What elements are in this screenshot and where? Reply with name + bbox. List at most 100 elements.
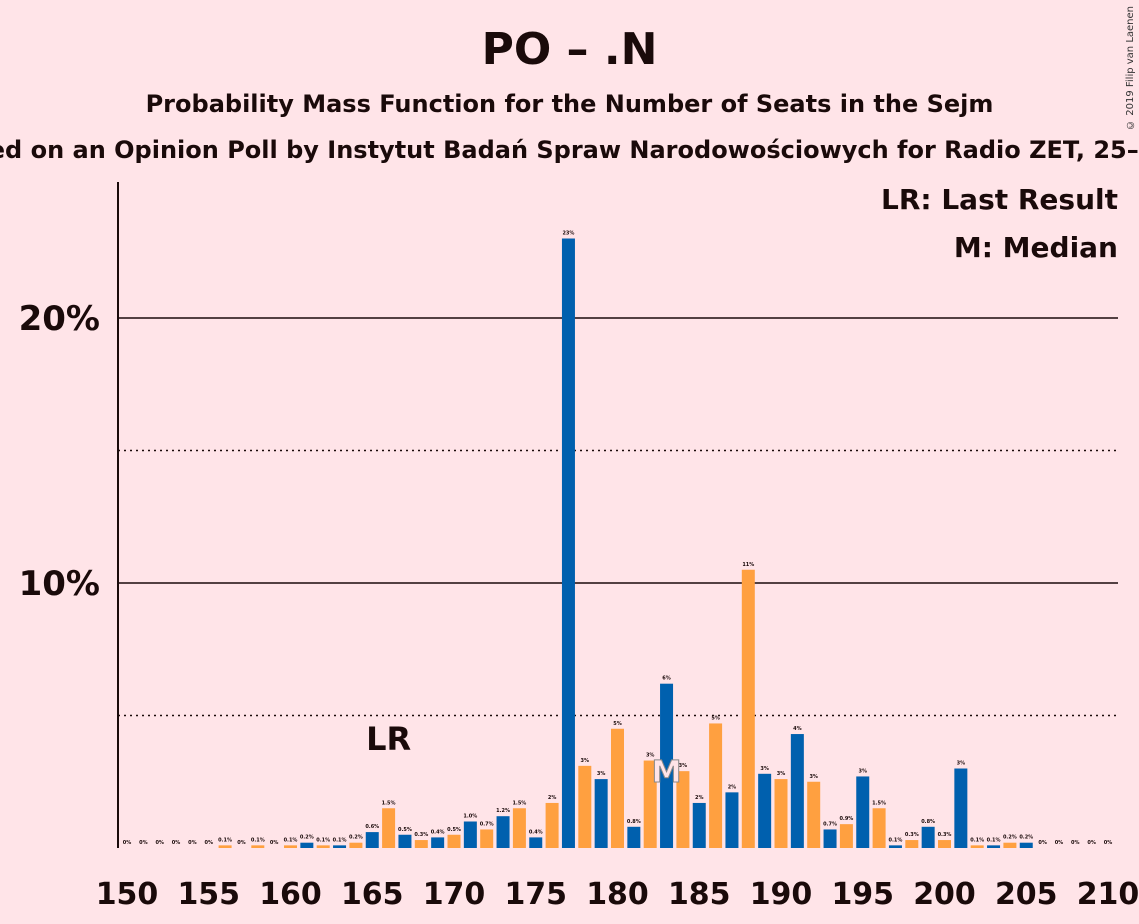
bar-seat-197 — [888, 845, 902, 848]
bar-seat-168 — [414, 840, 428, 848]
bar-seat-160 — [284, 845, 297, 848]
bar-value-label: 1.2% — [496, 808, 510, 814]
bar-value-label: 0.7% — [823, 821, 837, 827]
chart-source-line: Based on an Opinion Poll by Instytut Bad… — [0, 136, 1139, 164]
bar-seat-202 — [970, 845, 984, 848]
bar-value-label: 0.1% — [970, 837, 984, 843]
bar-value-label: 0.4% — [431, 829, 445, 835]
bar-value-label: 0.5% — [447, 827, 461, 833]
gridlines — [118, 317, 1118, 717]
bar-value-label: 2% — [695, 795, 704, 801]
bar-value-label: 6% — [662, 676, 671, 682]
bar-value-label: 0% — [1055, 840, 1064, 846]
bar-value-label: 3% — [859, 768, 868, 774]
bar-value-label: 0.1% — [218, 837, 232, 843]
x-tick-label: 210 — [1077, 877, 1139, 912]
bar-seat-204 — [1003, 842, 1017, 848]
bar-seat-193 — [823, 829, 837, 848]
bar-value-label: 0% — [172, 840, 181, 846]
bar-value-label: 0% — [1071, 840, 1080, 846]
bar-value-label: 0.2% — [349, 835, 363, 841]
bar-value-label: 0.2% — [300, 835, 314, 841]
chart-subtitle: Probability Mass Function for the Number… — [145, 90, 994, 118]
bar-seat-195 — [856, 776, 870, 848]
bar-seat-174 — [512, 808, 526, 848]
bar-seat-200 — [938, 840, 951, 848]
x-tick-label: 170 — [423, 877, 486, 912]
legend-median: M: Median — [954, 231, 1118, 264]
bar-value-label: 0.3% — [938, 832, 952, 838]
bar-value-label: 3% — [581, 758, 590, 764]
x-tick-label: 155 — [177, 877, 240, 912]
bar-seat-184 — [676, 771, 690, 848]
y-axis-ticks: 20% 10% — [19, 299, 100, 604]
bar-value-label: 0.1% — [316, 837, 330, 843]
x-tick-label: 165 — [341, 877, 404, 912]
bar-value-label: 3% — [809, 774, 818, 780]
x-tick-label: 150 — [96, 877, 159, 912]
x-tick-label: 180 — [586, 877, 649, 912]
bar-value-label: 0.1% — [889, 837, 903, 843]
bar-seat-172 — [480, 829, 494, 848]
bar-seat-175 — [529, 837, 543, 848]
bar-seat-181 — [627, 826, 641, 848]
bar-seat-176 — [545, 802, 559, 848]
bar-seat-196 — [872, 808, 886, 848]
bar-value-label: 0.3% — [905, 832, 919, 838]
bar-value-label: 0% — [205, 840, 214, 846]
bar-value-label: 0.8% — [921, 819, 935, 825]
bar-seat-205 — [1019, 842, 1033, 848]
x-tick-label: 200 — [913, 877, 976, 912]
y-tick-label: 10% — [19, 564, 100, 604]
bar-value-label: 5% — [711, 715, 720, 721]
bar-seat-161 — [300, 842, 314, 848]
bar-value-label: 1.5% — [512, 800, 526, 806]
bar-seat-171 — [463, 821, 477, 848]
bar-value-label: 2% — [548, 795, 557, 801]
bar-value-label: 0% — [270, 840, 279, 846]
bar-value-label: 0.1% — [251, 837, 265, 843]
bars — [218, 238, 1033, 848]
bar-seat-199 — [921, 826, 935, 848]
bar-seat-158 — [251, 845, 265, 848]
bar-seat-169 — [431, 837, 445, 848]
bar-value-label: 0% — [237, 840, 246, 846]
bar-value-label: 0.1% — [987, 837, 1001, 843]
bar-value-label: 0.7% — [480, 821, 494, 827]
median-marker: M — [652, 755, 682, 790]
legend-last-result: LR: Last Result — [881, 183, 1118, 216]
last-result-marker: LR — [366, 720, 411, 758]
bar-seat-164 — [349, 842, 363, 848]
bar-value-label: 0.8% — [627, 819, 641, 825]
bar-seat-191 — [790, 734, 804, 848]
bar-value-label: 0% — [188, 840, 197, 846]
bar-seat-198 — [905, 840, 919, 848]
bar-value-label: 0% — [139, 840, 148, 846]
bar-value-label: 0.9% — [839, 816, 853, 822]
bar-value-label: 0.1% — [284, 837, 298, 843]
bar-value-label: 11% — [742, 562, 754, 568]
bar-seat-186 — [709, 723, 723, 848]
bar-seat-190 — [774, 779, 788, 848]
bar-value-label: 3% — [646, 753, 655, 759]
bar-seat-203 — [987, 845, 1001, 848]
bar-value-label: 0.6% — [365, 824, 379, 830]
bar-value-label: 3% — [679, 763, 688, 769]
bar-value-label: 0.3% — [414, 832, 428, 838]
bar-seat-185 — [692, 802, 706, 848]
bar-seat-189 — [758, 773, 772, 848]
bar-seat-166 — [382, 808, 396, 848]
bar-value-label: 1.5% — [382, 800, 396, 806]
x-tick-label: 195 — [831, 877, 894, 912]
bar-seat-173 — [496, 816, 510, 848]
bar-labels: 0% 0% 0% 0% 0% 0% 0.1% 0% 0.1% 0% 0.1% 0.2% 0.1% 0.1%… — [123, 231, 1113, 847]
bar-seat-177 — [561, 238, 575, 848]
bar-seat-180 — [611, 728, 624, 848]
bar-seat-178 — [578, 765, 592, 848]
bar-value-label: 23% — [562, 231, 574, 237]
bar-value-label: 0% — [155, 840, 164, 846]
bar-value-label: 1.0% — [463, 814, 477, 820]
y-tick-label: 20% — [19, 299, 100, 339]
bar-seat-163 — [333, 845, 347, 848]
